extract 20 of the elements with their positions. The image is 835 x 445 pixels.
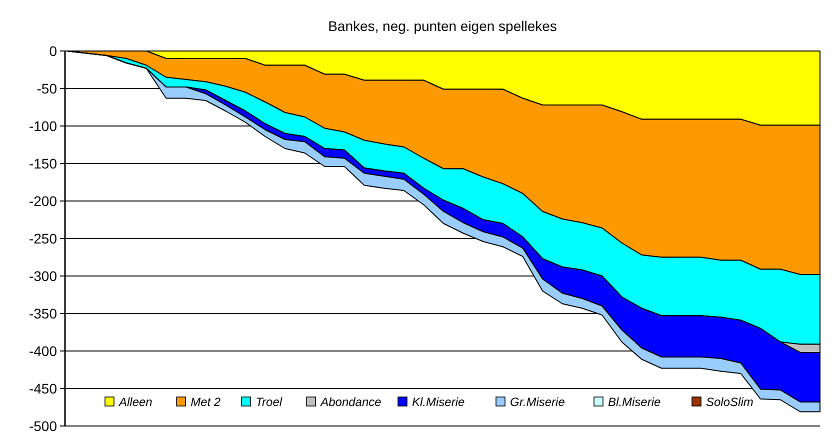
y-tick-label: -350 xyxy=(28,305,58,322)
y-tick-label: -400 xyxy=(28,342,58,359)
legend-label: Gr.Miserie xyxy=(510,395,566,410)
y-tick-label: -300 xyxy=(28,268,58,284)
y-tick-label: -50 xyxy=(36,80,58,96)
legend-label: Troel xyxy=(256,395,282,410)
legend-label: Abondance xyxy=(320,395,382,410)
chart-title: Bankes, neg. punten eigen spellekes xyxy=(328,18,557,34)
y-tick-label: -100 xyxy=(28,118,58,134)
y-tick-label: -200 xyxy=(28,192,58,209)
legend-label: Met 2 xyxy=(190,395,221,410)
legend-label: SoloSlim xyxy=(706,395,754,410)
legend-label: Bl.Miserie xyxy=(608,395,661,410)
y-tick-label: 0 xyxy=(49,42,58,59)
y-tick-label: -450 xyxy=(28,380,58,396)
legend-label: Alleen xyxy=(118,395,153,410)
y-tick-label: -150 xyxy=(28,155,58,172)
y-tick-label: -500 xyxy=(28,418,58,434)
y-tick-label: -250 xyxy=(28,230,58,246)
legend-label: Kl.Miserie xyxy=(412,395,465,410)
